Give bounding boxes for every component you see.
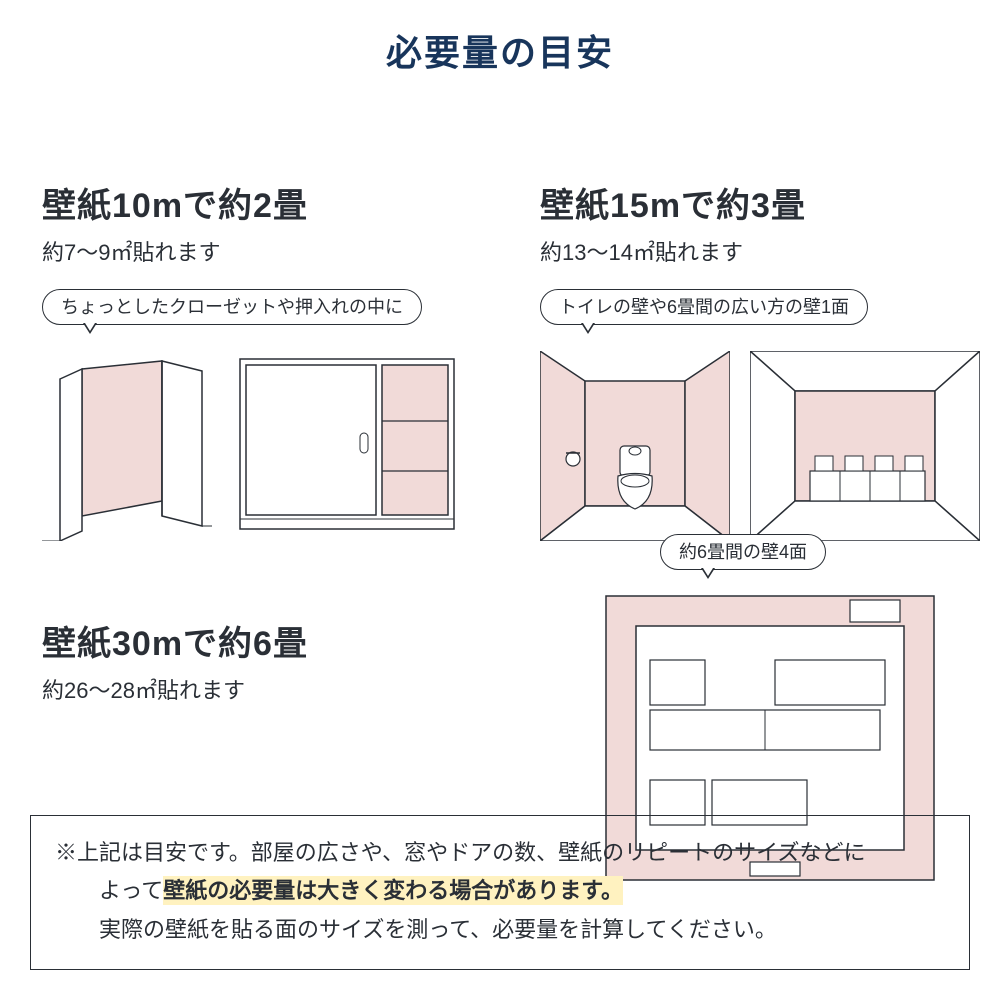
section-heading: 壁紙15mで約3畳 (540, 178, 980, 227)
note-box: ※上記は目安です。部屋の広さや、窓やドアの数、壁紙のリピートのサイズなどに よっ… (30, 815, 970, 971)
note-line-2: よって壁紙の必要量は大きく変わる場合があります。 (55, 872, 945, 911)
section-15m: 壁紙15mで約3畳 約13～14㎡貼れます トイレの壁や6畳間の広い方の壁1面 (540, 178, 980, 541)
bubble-text: トイレの壁や6畳間の広い方の壁1面 (559, 297, 849, 317)
oshiire-illustration (232, 351, 462, 541)
toilet-illustration (540, 351, 730, 541)
section-bubble: トイレの壁や6畳間の広い方の壁1面 (540, 289, 868, 325)
note-line-3: 実際の壁紙を貼る面のサイズを測って、必要量を計算してください。 (55, 911, 945, 950)
section-sub: 約7～9㎡貼れます (42, 235, 492, 267)
bubble-text: ちょっとしたクローゼットや押入れの中に (61, 297, 403, 317)
note-line-2-prefix: よって (99, 878, 163, 903)
section-10m: 壁紙10mで約2畳 約7～9㎡貼れます ちょっとしたクローゼットや押入れの中に (42, 178, 492, 541)
section-heading: 壁紙10mで約2畳 (42, 178, 492, 227)
closet-illustration (42, 351, 212, 541)
section-30m: 壁紙30mで約6畳 約26～28㎡貼れます (42, 616, 492, 705)
bubble-text: 約6畳間の壁4面 (679, 542, 807, 562)
page-title: 必要量の目安 (0, 0, 1000, 76)
section-bubble: ちょっとしたクローゼットや押入れの中に (42, 289, 422, 325)
room-onewall-illustration (750, 351, 980, 541)
section-sub: 約26～28㎡貼れます (42, 673, 492, 705)
section-sub: 約13～14㎡貼れます (540, 235, 980, 267)
note-line-1: ※上記は目安です。部屋の広さや、窓やドアの数、壁紙のリピートのサイズなどに (55, 834, 945, 873)
section-heading: 壁紙30mで約6畳 (42, 616, 492, 665)
note-highlight: 壁紙の必要量は大きく変わる場合があります。 (163, 876, 623, 905)
section-bubble: 約6畳間の壁4面 (660, 534, 826, 570)
